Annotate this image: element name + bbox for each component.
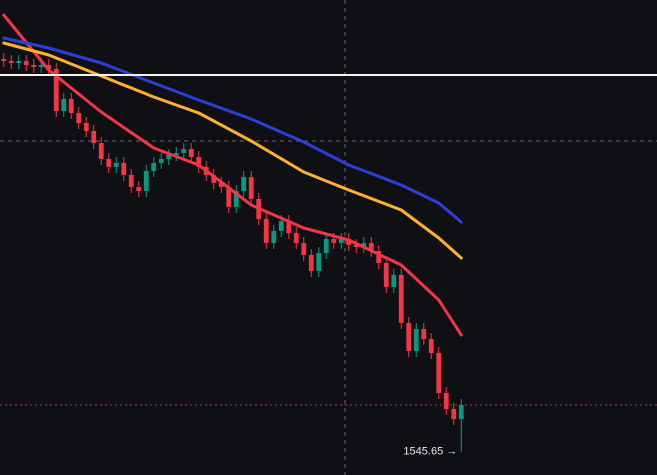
candle-body (83, 123, 89, 131)
candle-body (316, 253, 322, 271)
candle-body (53, 69, 59, 111)
candle-body (353, 245, 359, 247)
candle-body (23, 61, 29, 65)
candle-body (391, 275, 397, 287)
candle-body (46, 65, 52, 69)
candle-body (233, 191, 239, 207)
candle-body (376, 251, 382, 263)
candle-body (293, 233, 299, 243)
candle-body (181, 149, 187, 153)
candle-body (443, 393, 449, 409)
candle-body (301, 243, 307, 255)
candle-body (398, 275, 404, 323)
candle-body (263, 219, 269, 243)
candle-body (173, 153, 179, 155)
candle-body (368, 243, 374, 251)
candle-body (113, 163, 119, 167)
candle-body (451, 409, 457, 419)
moving-average-line (2, 13, 463, 337)
candle-body (413, 329, 419, 351)
candle-body (98, 143, 104, 159)
candle-body (121, 163, 127, 175)
candle-body (128, 175, 134, 187)
moving-average-line (2, 41, 463, 260)
candle-body (31, 65, 37, 67)
candle-body (286, 221, 292, 233)
candle-body (406, 323, 412, 351)
candle-body (338, 239, 344, 243)
low-price-label: 1545.65 → (403, 446, 457, 458)
candle-body (436, 353, 442, 393)
candle-body (211, 175, 217, 183)
candle-body (68, 99, 74, 113)
candle-body (91, 131, 97, 143)
candle-body (158, 159, 164, 163)
candle-body (271, 231, 277, 243)
candle-body (16, 61, 22, 63)
candle-body (8, 61, 14, 63)
candle-body (61, 99, 67, 111)
candle-body (323, 239, 329, 253)
candle-body (248, 177, 254, 199)
candle-body (428, 339, 434, 353)
candle-body (278, 221, 284, 231)
candle-body (106, 159, 112, 167)
moving-average-line (2, 36, 463, 224)
candle-body (361, 243, 367, 247)
candle-body (458, 405, 464, 419)
candle-body (188, 149, 194, 157)
candle-body (143, 171, 149, 191)
candle-body (331, 239, 337, 243)
candle-body (241, 177, 247, 191)
candle-body (218, 183, 224, 187)
candle-body (166, 155, 172, 159)
candle-body (383, 263, 389, 287)
candle-body (308, 255, 314, 271)
candle-body (76, 113, 82, 123)
candle-body (1, 59, 7, 61)
candle-body (136, 187, 142, 191)
candle-body (38, 65, 44, 67)
candle-body (226, 187, 232, 207)
candle-body (151, 163, 157, 171)
candle-body (346, 239, 352, 245)
candle-body (421, 329, 427, 339)
candle-body (196, 157, 202, 167)
